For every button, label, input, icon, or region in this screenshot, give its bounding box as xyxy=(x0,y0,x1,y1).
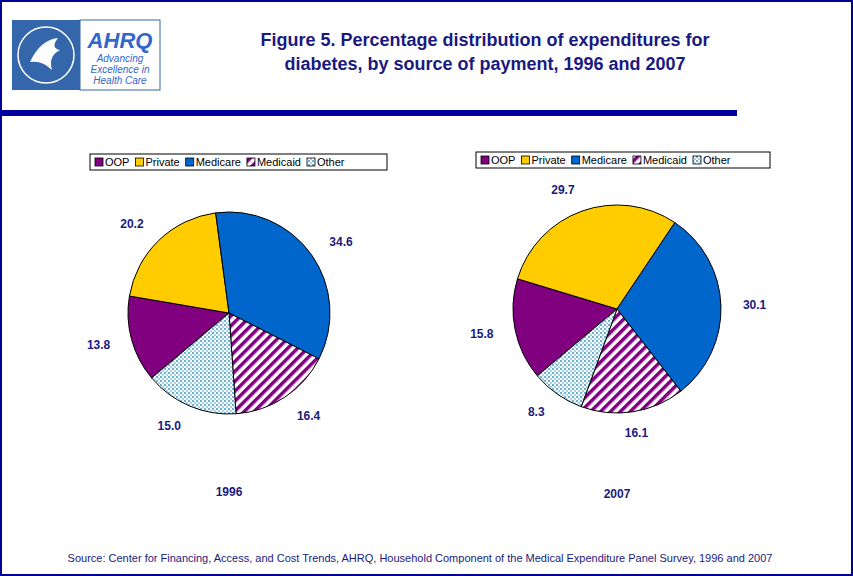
legend-swatch xyxy=(633,156,641,164)
legend-label: Private xyxy=(531,154,565,166)
logo: AHRQAdvancingExcellence inHealth Care xyxy=(12,20,160,90)
legend-label: OOP xyxy=(491,154,515,166)
background xyxy=(0,0,853,576)
hhs-seal xyxy=(12,20,80,90)
data-label: 13.8 xyxy=(87,338,111,352)
data-label: 29.7 xyxy=(551,183,575,197)
legend-swatch xyxy=(693,156,701,164)
logo-tagline: Health Care xyxy=(93,75,147,86)
legend-swatch xyxy=(481,156,489,164)
legend-swatch xyxy=(95,158,103,166)
legend-label: Medicare xyxy=(582,154,627,166)
data-label: 16.4 xyxy=(297,409,321,423)
legend-label: Other xyxy=(317,156,345,168)
legend-box xyxy=(90,154,387,170)
legend-label: Medicaid xyxy=(643,154,687,166)
seal-eagle xyxy=(30,38,60,70)
legend-swatch xyxy=(521,156,529,164)
data-label: 20.2 xyxy=(120,217,144,231)
pie-slice xyxy=(129,213,229,313)
legend: OOP Private Medicare Medicaid Other xyxy=(90,154,387,170)
legend-swatch xyxy=(247,158,255,166)
data-label: 30.1 xyxy=(743,298,767,312)
logo-name: AHRQ xyxy=(87,28,153,53)
data-label: 15.0 xyxy=(158,419,182,433)
data-label: 16.1 xyxy=(625,426,649,440)
chart-title: 2007 xyxy=(604,487,631,501)
legend-box xyxy=(476,152,770,168)
legend-label: OOP xyxy=(105,156,129,168)
legend-swatch xyxy=(135,158,143,166)
pie-chart: 15.8 29.7 30.1 16.1 8.3 OOP Private Medicare Med… xyxy=(470,152,770,501)
data-label: 34.6 xyxy=(329,235,353,249)
pie-slice xyxy=(152,313,236,414)
title-rule xyxy=(0,110,737,116)
pie-chart: 13.8 20.2 34.6 16.4 15.0 OOP Private Medicare Me… xyxy=(87,154,387,499)
legend-label: Private xyxy=(145,156,179,168)
chart-title: 1996 xyxy=(216,485,243,499)
figure: AHRQAdvancingExcellence inHealth Care Fig… xyxy=(0,0,853,576)
title: diabetes, by source of payment, 1996 and… xyxy=(284,54,685,74)
pie-slice xyxy=(229,313,319,414)
legend-swatch xyxy=(307,158,315,166)
title: Figure 5. Percentage distribution of exp… xyxy=(260,30,709,50)
data-label: 15.8 xyxy=(470,327,494,341)
legend: OOP Private Medicare Medicaid Other xyxy=(476,152,770,168)
frame xyxy=(1,1,852,575)
seal-ring xyxy=(18,27,74,83)
legend-swatch xyxy=(186,158,194,166)
legend-label: Other xyxy=(703,154,731,166)
ahrq-box xyxy=(80,20,160,90)
legend-label: Medicaid xyxy=(257,156,301,168)
pie-slice xyxy=(537,309,617,407)
legend-swatch xyxy=(572,156,580,164)
legend-label: Medicare xyxy=(196,156,241,168)
data-label: 8.3 xyxy=(528,405,545,419)
logo-tagline: Advancing xyxy=(96,53,144,64)
logo-tagline: Excellence in xyxy=(91,64,150,75)
source: Source: Center for Financing, Access, an… xyxy=(68,552,773,564)
